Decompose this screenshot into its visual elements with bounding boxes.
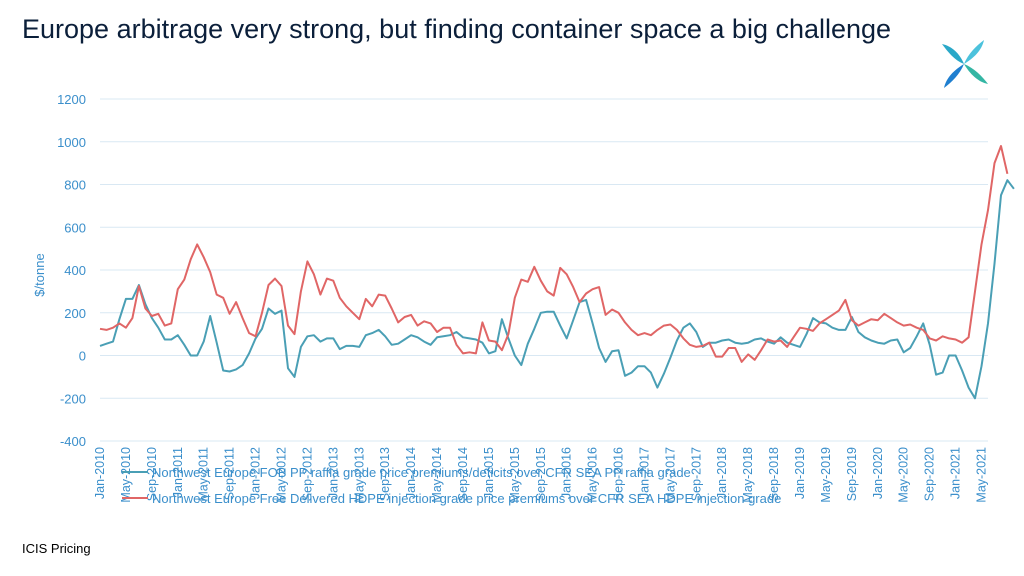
legend-swatch-teal <box>122 471 148 473</box>
x-tick-label: Jan-2013 <box>326 447 340 499</box>
x-tick-label: May-2020 <box>897 447 911 503</box>
series-line-1 <box>99 179 1015 400</box>
y-tick-label: -400 <box>60 434 86 449</box>
gridlines <box>100 98 988 442</box>
x-tick-label: Jan-2021 <box>949 447 963 499</box>
y-tick-label: -200 <box>60 391 86 406</box>
x-tick-label: May-2018 <box>741 447 755 503</box>
x-tick-label: Jan-2010 <box>93 447 107 499</box>
x-tick-label: May-2012 <box>274 447 288 503</box>
x-tick-label: Jan-2020 <box>871 447 885 499</box>
x-tick-label: Jan-2014 <box>404 447 418 499</box>
series-lines <box>99 145 1015 400</box>
x-tick-label: May-2010 <box>119 447 133 503</box>
y-tick-label: 1000 <box>57 135 86 150</box>
x-tick-label: Jan-2019 <box>793 447 807 499</box>
source-note: ICIS Pricing <box>22 541 91 556</box>
y-tick-label: 600 <box>64 220 86 235</box>
x-tick-label: May-2011 <box>197 447 211 502</box>
x-tick-label: Sep-2016 <box>612 447 626 501</box>
y-axis-label: $/tonne <box>32 253 47 296</box>
x-tick-label: Sep-2015 <box>534 447 548 501</box>
x-tick-label: May-2016 <box>586 447 600 503</box>
icis-pinwheel-logo <box>942 40 988 88</box>
x-tick-label: Sep-2011 <box>223 447 237 500</box>
x-tick-label: May-2014 <box>430 447 444 503</box>
x-tick-label: Sep-2017 <box>689 447 703 501</box>
legend: Northwest Europe FOB PP raffia grade pri… <box>122 459 781 511</box>
x-axis-ticks: Jan-2010 May-2010 Sep-2010 Jan-2011 May-2011… <box>93 447 989 503</box>
x-tick-label: Sep-2012 <box>300 447 314 501</box>
x-tick-label: Sep-2014 <box>456 447 470 501</box>
x-tick-label: Sep-2020 <box>923 447 937 501</box>
x-tick-label: May-2019 <box>819 447 833 503</box>
x-tick-label: Jan-2012 <box>249 447 263 499</box>
y-tick-label: 1200 <box>57 92 86 107</box>
x-tick-label: Jan-2017 <box>637 447 651 499</box>
x-tick-label: Jan-2015 <box>482 447 496 499</box>
page-title: Europe arbitrage very strong, but findin… <box>22 14 892 44</box>
y-tick-label: 400 <box>64 263 86 278</box>
y-tick-label: 200 <box>64 306 86 321</box>
x-tick-label: Jan-2018 <box>715 447 729 499</box>
series-line-2 <box>99 145 1009 363</box>
legend-item: Northwest Europe Free Delivered HDPE inj… <box>122 485 781 511</box>
x-tick-label: Sep-2019 <box>845 447 859 501</box>
legend-item: Northwest Europe FOB PP raffia grade pri… <box>122 459 781 485</box>
legend-swatch-red <box>122 497 148 499</box>
x-tick-label: May-2015 <box>508 447 522 503</box>
x-tick-label: May-2017 <box>663 447 677 503</box>
y-axis-ticks: -400 -200 0 200 400 600 800 1000 1200 <box>57 92 86 449</box>
x-tick-label: Jan-2016 <box>560 447 574 499</box>
x-tick-label: Sep-2013 <box>378 447 392 501</box>
y-tick-label: 800 <box>64 178 86 193</box>
x-tick-label: Sep-2018 <box>767 447 781 501</box>
x-tick-label: May-2013 <box>352 447 366 503</box>
y-tick-label: 0 <box>79 349 86 364</box>
legend-label: Northwest Europe FOB PP raffia grade pri… <box>152 464 691 480</box>
x-tick-label: Jan-2011 <box>171 447 185 498</box>
legend-label: Northwest Europe Free Delivered HDPE inj… <box>152 490 782 506</box>
x-tick-label: Sep-2010 <box>145 447 159 501</box>
x-tick-label: May-2021 <box>975 447 989 503</box>
